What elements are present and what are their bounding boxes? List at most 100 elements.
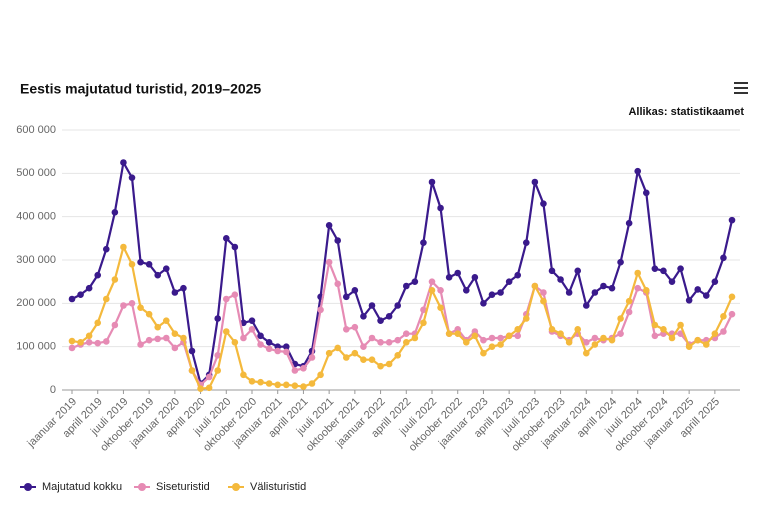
- data-point: [248, 326, 256, 333]
- data-point: [591, 334, 599, 342]
- data-point: [668, 278, 676, 285]
- data-point: [565, 289, 573, 296]
- data-point: [557, 276, 564, 283]
- data-point: [522, 239, 530, 246]
- series-line: [71, 245, 734, 390]
- data-point: [162, 334, 170, 342]
- data-point: [642, 189, 650, 197]
- legend-item[interactable]: Majutatud kokku: [20, 481, 122, 493]
- data-point: [634, 284, 642, 292]
- menu-button[interactable]: [734, 82, 748, 94]
- data-point: [711, 330, 719, 337]
- data-point: [102, 295, 110, 303]
- data-point: [437, 204, 444, 212]
- data-point: [651, 332, 659, 340]
- data-point: [522, 315, 530, 322]
- data-point: [94, 271, 102, 279]
- legend-swatch: [24, 483, 32, 491]
- series: [68, 243, 736, 393]
- data-point: [428, 287, 436, 294]
- data-point: [282, 343, 290, 350]
- data-point: [265, 380, 273, 387]
- data-point: [94, 319, 102, 327]
- data-point: [514, 326, 522, 333]
- data-point: [111, 209, 119, 216]
- data-point: [497, 334, 504, 342]
- data-point: [582, 339, 590, 346]
- data-point: [548, 326, 556, 333]
- data-point: [360, 356, 367, 363]
- legend-item[interactable]: Siseturistid: [134, 481, 210, 493]
- data-point: [651, 265, 659, 272]
- data-point: [454, 330, 462, 337]
- data-point: [660, 267, 667, 275]
- data-point: [68, 337, 76, 345]
- data-point: [454, 269, 462, 277]
- data-point: [308, 380, 316, 387]
- legend-label: Siseturistid: [156, 481, 210, 493]
- data-point: [462, 287, 470, 294]
- data-point: [591, 289, 599, 296]
- data-point: [351, 349, 359, 357]
- data-point: [437, 304, 444, 311]
- data-point: [188, 347, 196, 355]
- data-point: [342, 354, 350, 361]
- y-tick-label: 600 000: [16, 124, 56, 136]
- data-point: [137, 304, 144, 311]
- data-point: [111, 276, 119, 283]
- data-point: [471, 274, 479, 281]
- data-point: [514, 332, 522, 340]
- data-point: [574, 267, 582, 275]
- data-point: [154, 271, 162, 279]
- data-point: [377, 339, 384, 346]
- data-point: [171, 330, 179, 337]
- data-point: [257, 341, 264, 348]
- data-point: [685, 297, 693, 304]
- data-point: [497, 341, 504, 348]
- data-point: [120, 159, 127, 166]
- data-point: [480, 349, 487, 357]
- data-point: [368, 302, 376, 309]
- data-point: [488, 291, 496, 298]
- data-point: [668, 334, 676, 342]
- data-point: [334, 237, 342, 244]
- legend-item[interactable]: Välisturistid: [228, 481, 306, 493]
- data-point: [171, 289, 179, 296]
- data-point: [368, 356, 376, 363]
- y-tick-label: 100 000: [16, 341, 56, 353]
- data-point: [402, 282, 410, 290]
- data-point: [128, 300, 136, 307]
- data-point: [257, 378, 264, 386]
- data-point: [411, 334, 419, 342]
- data-point: [582, 349, 590, 357]
- data-point: [488, 334, 496, 342]
- data-point: [214, 352, 222, 359]
- data-point: [591, 341, 599, 348]
- data-point: [231, 243, 239, 251]
- data-point: [291, 382, 299, 389]
- data-point: [625, 297, 633, 305]
- data-point: [248, 317, 256, 324]
- data-point: [617, 258, 624, 266]
- data-point: [197, 385, 204, 393]
- data-point: [308, 354, 316, 361]
- data-point: [394, 336, 402, 344]
- data-point: [137, 341, 144, 348]
- data-point: [540, 200, 547, 207]
- data-point: [162, 265, 170, 272]
- data-point: [651, 321, 659, 329]
- data-point: [222, 295, 230, 303]
- data-point: [145, 261, 153, 268]
- data-point: [154, 335, 162, 343]
- data-point: [265, 339, 273, 346]
- data-point: [385, 313, 393, 320]
- data-point: [282, 348, 290, 356]
- y-tick-label: 200 000: [16, 297, 56, 309]
- data-point: [325, 349, 333, 357]
- data-point: [180, 284, 187, 292]
- data-point: [120, 302, 127, 309]
- data-point: [385, 360, 393, 368]
- data-point: [728, 216, 736, 224]
- data-point: [231, 339, 239, 346]
- data-point: [85, 339, 93, 346]
